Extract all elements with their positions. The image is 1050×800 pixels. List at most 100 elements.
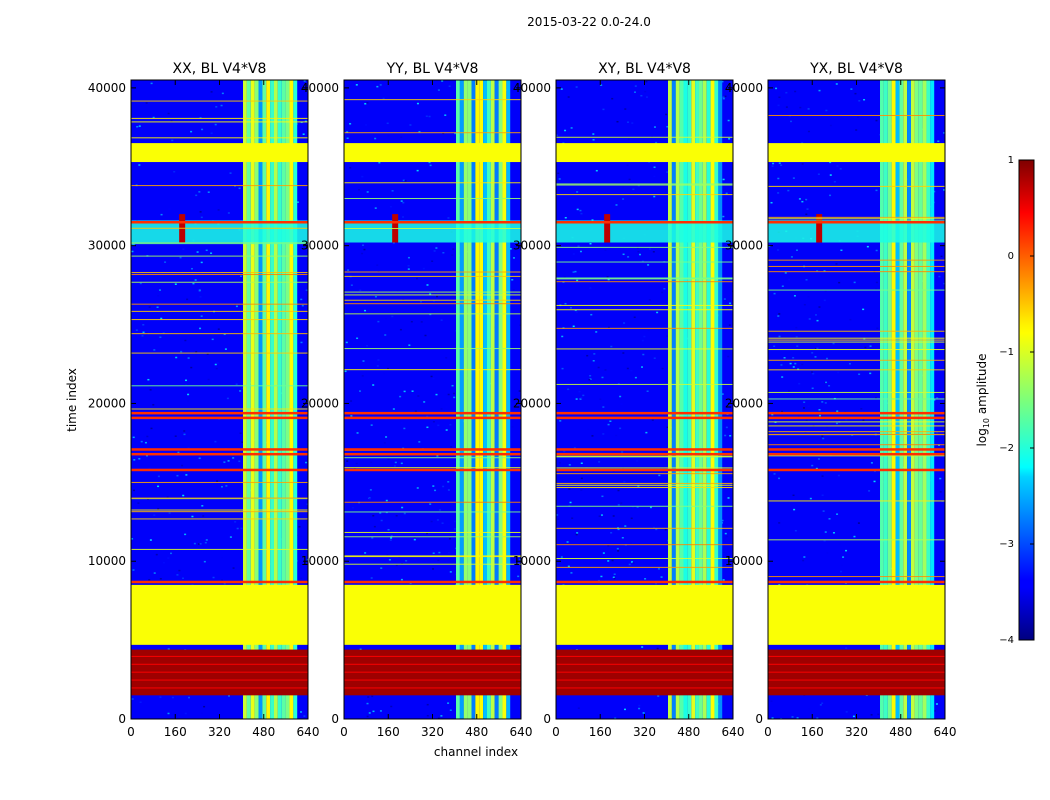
heatmap-speckle <box>202 515 205 517</box>
heatmap-speckle <box>186 400 189 402</box>
colorbar-label: log10 amplitude <box>975 354 991 447</box>
heatmap-speckle <box>574 270 577 273</box>
heatmap-speckle <box>559 420 562 422</box>
flagged-row <box>131 452 308 456</box>
heatmap-speckle <box>203 560 206 563</box>
heatmap-speckle <box>845 419 848 421</box>
heatmap-speckle <box>409 124 412 126</box>
heatmap-speckle <box>595 169 598 172</box>
heatmap-speckle <box>807 108 810 110</box>
heatmap-speckle <box>641 646 644 648</box>
heatmap-speckle <box>391 190 394 192</box>
rfi-line <box>344 271 521 273</box>
heatmap-speckle <box>164 261 167 263</box>
heatmap-speckle <box>624 708 627 711</box>
heatmap-speckle <box>571 517 574 519</box>
heatmap-speckle <box>442 251 445 254</box>
heatmap-speckle <box>602 406 605 408</box>
rfi-line <box>131 497 308 499</box>
heatmap-speckle <box>148 467 151 470</box>
heatmap-speckle <box>621 537 624 539</box>
heatmap-speckle <box>573 447 576 449</box>
heatmap-image <box>344 80 521 719</box>
rfi-line <box>556 184 733 186</box>
dropout-line <box>344 663 521 665</box>
colorbar-label-sub: 10 <box>982 418 991 428</box>
heatmap-speckle <box>359 648 362 651</box>
heatmap-speckle <box>816 717 819 719</box>
dropout-line <box>344 687 521 689</box>
rfi-line <box>556 327 733 329</box>
heatmap-speckle <box>933 190 936 193</box>
rfi-band-column <box>456 80 460 719</box>
rfi-burst-band <box>768 220 945 243</box>
heatmap-speckle <box>829 174 832 176</box>
rfi-band-column <box>907 80 911 719</box>
rfi-band-column <box>281 80 286 719</box>
heatmap-speckle <box>447 481 450 483</box>
heatmap-speckle <box>201 712 204 714</box>
heatmap-speckle <box>353 467 356 469</box>
heatmap-speckle <box>569 501 572 504</box>
heatmap-speckle <box>607 560 610 562</box>
rfi-line <box>768 330 945 332</box>
heatmap-speckle <box>725 406 728 408</box>
y-tick-label: 10000 <box>725 554 763 568</box>
heatmap-speckle <box>371 695 374 698</box>
heatmap-speckle <box>176 574 179 576</box>
heatmap-speckle <box>221 556 224 559</box>
rfi-line <box>131 303 308 305</box>
heatmap-speckle <box>642 353 645 356</box>
x-tick-label: 480 <box>889 725 912 739</box>
heatmap-speckle <box>299 388 302 390</box>
heatmap-speckle <box>303 715 306 717</box>
heatmap-speckle <box>776 249 779 251</box>
heatmap-speckle <box>144 441 147 444</box>
heatmap-speckle <box>447 217 450 219</box>
dropout-line <box>556 679 733 681</box>
rfi-band-column <box>490 80 495 719</box>
rfi-band-column <box>459 80 464 719</box>
heatmap-speckle <box>828 385 831 387</box>
heatmap-speckle <box>787 189 790 192</box>
rfi-line <box>344 563 521 565</box>
rfi-line <box>768 444 945 446</box>
rfi-line <box>344 182 521 184</box>
colorbar-tick-label: −1 <box>999 347 1014 358</box>
heatmap-speckle <box>778 313 781 315</box>
rfi-band-column <box>922 80 927 719</box>
heatmap-speckle <box>592 139 595 141</box>
heatmap-speckle <box>621 451 624 453</box>
heatmap-speckle <box>387 458 390 460</box>
panel-0: XX, BL V4*V8 0 160 320 480 640 0 10000 20000 3000… <box>88 61 320 739</box>
heatmap-speckle <box>235 305 238 308</box>
heatmap-speckle <box>661 367 664 370</box>
heatmap-speckle <box>239 432 242 434</box>
heatmap-speckle <box>238 187 241 190</box>
heatmap-speckle <box>195 351 198 353</box>
flagged-row <box>131 221 308 224</box>
heatmap-speckle <box>199 543 202 545</box>
heatmap-speckle <box>808 318 811 320</box>
heatmap-speckle <box>604 249 607 251</box>
heatmap-speckle <box>383 442 386 444</box>
heatmap-speckle <box>641 339 644 342</box>
heatmap-speckle <box>420 321 423 323</box>
heatmap-speckle <box>630 517 633 520</box>
rfi-line <box>344 132 521 134</box>
heatmap-speckle <box>617 504 620 506</box>
heatmap-speckle <box>821 494 824 496</box>
flagged-row <box>768 411 945 415</box>
rfi-band-column <box>671 80 676 719</box>
heatmap-speckle <box>623 481 626 483</box>
heatmap-speckle <box>600 575 603 578</box>
heatmap-speckle <box>592 360 595 362</box>
heatmap-speckle <box>153 514 156 516</box>
heatmap-speckle <box>557 172 560 175</box>
heatmap-speckle <box>875 281 878 284</box>
heatmap-speckle <box>795 249 798 251</box>
flagged-row <box>768 468 945 472</box>
heatmap-speckle <box>296 646 299 648</box>
heatmap-speckle <box>405 560 408 562</box>
rfi-line <box>768 218 945 220</box>
